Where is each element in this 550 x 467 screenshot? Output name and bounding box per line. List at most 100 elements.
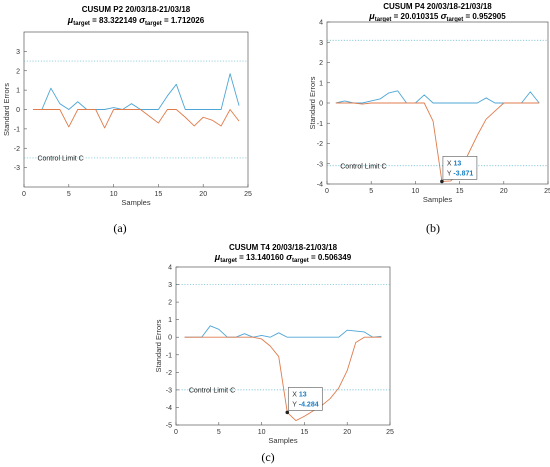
control-limit-annotation: Control Limit C [37, 155, 83, 162]
chart-subtitle: μtarget = 20.010315 σtarget = 0.952905 [368, 11, 506, 23]
x-tick-label: 5 [369, 188, 373, 195]
y-tick-label: 3 [319, 40, 323, 47]
x-tick-label: 5 [217, 429, 221, 436]
datatip-y-label: Y [447, 170, 454, 177]
datatip-x-text: X 13 [292, 391, 307, 398]
y-tick-label: 3 [16, 49, 20, 56]
y-tick-label: 4 [168, 265, 172, 272]
series-line-negative-cusum [184, 336, 382, 422]
mu-subscript: target [73, 21, 90, 27]
y-tick-label: 4 [319, 20, 323, 27]
y-tick-label: 1 [16, 88, 20, 95]
x-tick-label: 5 [67, 191, 71, 198]
x-tick-label: 0 [22, 191, 26, 198]
sigma-subscript: target [292, 258, 309, 264]
mu-value: = 13.140160 [237, 253, 286, 262]
chart-title: CUSUM T4 20/03/18-21/03/18 [229, 243, 338, 252]
datatip-box[interactable] [287, 387, 323, 411]
x-tick-label: 20 [500, 188, 508, 195]
datatip-x-text: X 13 [447, 160, 462, 167]
y-tick-label: -1 [166, 352, 172, 359]
chart-title: CUSUM P2 20/03/18-21/03/18 [82, 5, 191, 14]
series-line-positive-cusum [184, 325, 382, 338]
chart-subtitle: μtarget = 83.322149 σtarget = 1.712026 [67, 15, 205, 27]
y-axis-label: Standard Errors [154, 319, 163, 372]
datatip-y-value: -3.871 [453, 170, 473, 177]
datatip-x-value: 13 [454, 160, 462, 167]
chart-title: CUSUM P4 20/03/18-21/03/18 [383, 2, 492, 11]
datatip-marker[interactable] [440, 179, 444, 184]
x-tick-label: 25 [386, 429, 394, 436]
x-axis-label: Samples [423, 195, 452, 204]
control-limit-annotation: Control Limit C [340, 163, 386, 170]
y-tick-label: 2 [16, 68, 20, 75]
y-tick-label: -2 [317, 141, 323, 148]
sigma-symbol: σ [441, 11, 448, 21]
y-tick-label: 2 [168, 300, 172, 307]
x-tick-label: 10 [412, 188, 420, 195]
y-tick-label: -3 [166, 387, 172, 394]
x-tick-label: 20 [199, 191, 207, 198]
x-tick-label: 0 [325, 188, 329, 195]
mu-subscript: target [220, 258, 237, 264]
y-tick-label: -4 [317, 182, 323, 189]
y-tick-label: 0 [319, 101, 323, 108]
series-line-negative-cusum [335, 102, 540, 182]
sigma-subscript: target [447, 17, 464, 23]
y-tick-label: -3 [317, 161, 323, 168]
x-axis-label: Samples [121, 198, 150, 207]
y-tick-label: 1 [319, 80, 323, 87]
y-tick-label: -5 [166, 423, 172, 430]
x-axis-label: Samples [268, 436, 297, 445]
mu-value: = 83.322149 [90, 16, 139, 25]
x-tick-label: 0 [174, 429, 178, 436]
mu-symbol: μ [67, 15, 74, 25]
control-limit-annotation: Control Limit C [189, 387, 235, 394]
datatip-x-label: X [292, 391, 299, 398]
x-tick-label: 20 [343, 429, 351, 436]
datatip-marker[interactable] [285, 410, 290, 415]
panel-caption: (c) [261, 450, 274, 464]
series-line-negative-cusum [32, 109, 240, 129]
y-tick-label: 1 [168, 317, 172, 324]
y-tick-label: 0 [168, 335, 172, 342]
datatip-box[interactable] [442, 156, 478, 180]
datatip-y-label: Y [292, 401, 299, 408]
y-axis-label: Standard Errors [2, 83, 11, 136]
sigma-symbol: σ [139, 15, 146, 25]
y-tick-label: 3 [168, 282, 172, 289]
y-tick-label: -4 [166, 405, 172, 412]
datatip-y-text: Y -4.284 [292, 401, 318, 408]
y-tick-label: 0 [16, 107, 20, 114]
x-tick-label: 15 [301, 429, 309, 436]
series-line-positive-cusum [32, 73, 240, 110]
mu-value: = 20.010315 [391, 12, 440, 21]
x-tick-label: 15 [456, 188, 464, 195]
panel-caption: (b) [426, 221, 440, 235]
y-tick-label: 2 [319, 60, 323, 67]
mu-symbol: μ [368, 11, 375, 21]
sigma-value: = 0.952905 [463, 12, 506, 21]
x-tick-label: 25 [544, 188, 550, 195]
sigma-symbol: σ [286, 252, 293, 262]
x-tick-label: 10 [258, 429, 266, 436]
y-axis-label: Standard Errors [308, 76, 317, 129]
datatip-x-value: 13 [299, 391, 307, 398]
plot-frame [175, 266, 391, 426]
sigma-subscript: target [145, 21, 162, 27]
chart-subtitle: μtarget = 13.140160 σtarget = 0.506349 [214, 252, 352, 264]
mu-subscript: target [375, 17, 392, 23]
y-tick-label: -3 [14, 165, 20, 172]
x-tick-label: 10 [110, 191, 118, 198]
mu-symbol: μ [214, 252, 221, 262]
y-tick-label: -1 [14, 126, 20, 133]
x-tick-label: 15 [155, 191, 163, 198]
datatip-y-text: Y -3.871 [447, 170, 473, 177]
datatip-y-value: -4.284 [299, 401, 319, 408]
datatip-x-label: X [447, 160, 454, 167]
y-tick-label: -1 [317, 121, 323, 128]
